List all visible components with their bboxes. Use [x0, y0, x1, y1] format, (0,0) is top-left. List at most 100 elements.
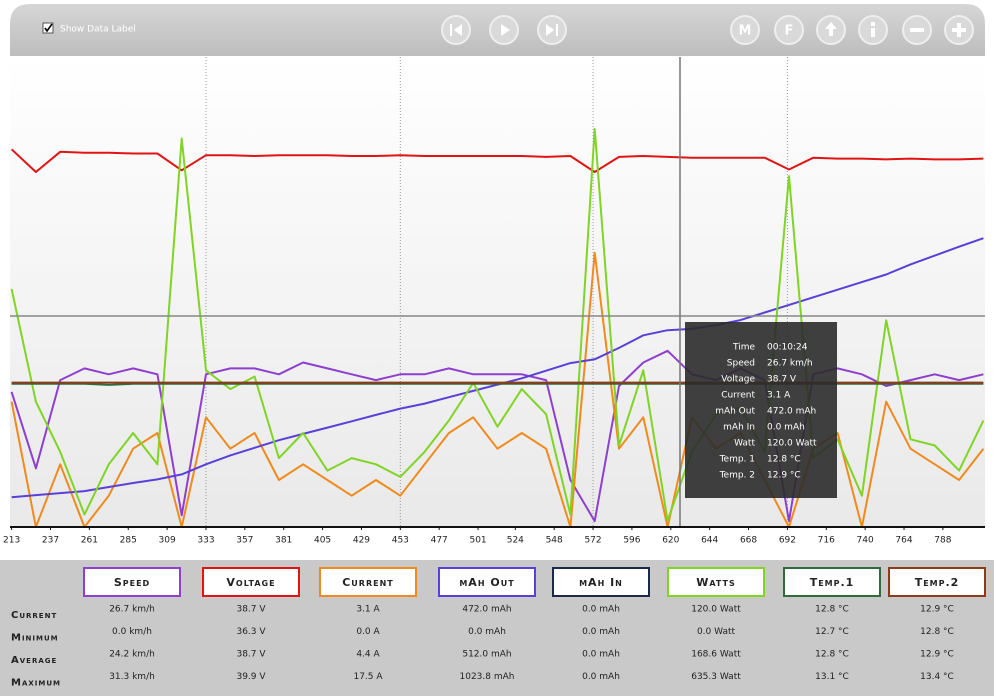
tooltip-value: 120.0 Watt	[767, 439, 817, 449]
icon	[952, 23, 966, 37]
stat-cell: 24.2 km/h	[109, 650, 155, 660]
legend-label: Voltage	[226, 576, 275, 589]
icon	[546, 24, 558, 36]
stat-cell: 0.0 km/h	[112, 627, 152, 637]
x-tick-label: 644	[701, 536, 718, 546]
legend-box[interactable]	[667, 567, 765, 597]
tooltip-value: 00:10:24	[767, 343, 808, 353]
legend-box[interactable]	[888, 567, 986, 597]
x-tick-label: 764	[895, 536, 912, 546]
stat-cell: 38.7 V	[236, 605, 266, 615]
icon	[501, 24, 510, 36]
stat-cell: 13.4 °C	[920, 672, 954, 682]
stat-cell: 12.8 °C	[815, 650, 849, 660]
stat-cell: 26.7 km/h	[109, 605, 155, 615]
x-tick-label: 668	[740, 536, 757, 546]
tooltip-value: 0.0 mAh	[767, 423, 805, 433]
stat-cell: 0.0 Watt	[697, 627, 736, 637]
stat-cell: 0.0 mAh	[582, 672, 620, 682]
tooltip	[685, 322, 837, 498]
series-line	[10, 148, 984, 173]
row-label: Average	[11, 655, 57, 666]
legend-box[interactable]	[552, 567, 650, 597]
row-label: Current	[11, 610, 57, 621]
button-icons	[450, 22, 966, 37]
m-button[interactable]	[730, 15, 760, 45]
stat-cell: 0.0 mAh	[582, 627, 620, 637]
legend-label: mAh In	[579, 576, 623, 589]
icon	[910, 28, 924, 32]
legend-box[interactable]	[783, 567, 881, 597]
legend-box[interactable]	[319, 567, 417, 597]
stat-cell: 12.7 °C	[815, 627, 849, 637]
tooltip-value: 3.1 A	[767, 391, 791, 401]
icon	[871, 22, 875, 37]
stat-cell: 17.5 A	[353, 672, 383, 682]
tooltip-label: Voltage	[721, 375, 755, 385]
x-tick-label: 596	[623, 536, 640, 546]
stat-cell: 4.4 A	[356, 650, 380, 660]
x-tick-label: 788	[934, 536, 951, 546]
tooltip-label: Speed	[727, 359, 755, 369]
legend-label: Watts	[696, 576, 736, 589]
icon	[450, 24, 462, 36]
x-tick-label: 309	[159, 536, 176, 546]
tooltip-label: mAh Out	[715, 407, 755, 417]
x-tick-label: 740	[857, 536, 874, 546]
tooltip-label: Time	[732, 343, 755, 353]
x-tick-label: 333	[197, 536, 214, 546]
x-tick-label: 716	[818, 536, 835, 546]
tooltip-label: Current	[721, 391, 755, 401]
x-tick-label: 285	[120, 536, 137, 546]
row-label: Maximum	[11, 678, 61, 689]
stat-cell: 12.8 °C	[815, 605, 849, 615]
stat-cell: 38.7 V	[236, 650, 266, 660]
stat-cell: 12.9 °C	[920, 605, 954, 615]
legend-label: Temp.1	[810, 576, 855, 589]
x-tick-label: 572	[584, 536, 601, 546]
stat-cell: 36.3 V	[236, 627, 266, 637]
legend-box[interactable]	[83, 567, 181, 597]
stat-cell: 39.9 V	[236, 672, 266, 682]
x-tick-label: 620	[662, 536, 679, 546]
tooltip-label: Watt	[734, 439, 755, 449]
stat-cell: 3.1 A	[356, 605, 380, 615]
checkbox-label: Show Data Label	[60, 25, 136, 35]
x-tick-label: 453	[392, 536, 409, 546]
x-tick-label: 524	[507, 536, 524, 546]
x-tick-label: 213	[3, 536, 20, 546]
stat-cell: 0.0 mAh	[468, 627, 506, 637]
buttons	[441, 15, 974, 45]
x-tick-label: 501	[469, 536, 486, 546]
stat-cell: 0.0 mAh	[582, 650, 620, 660]
tooltip-value: 38.7 V	[767, 375, 797, 385]
x-tick-label: 357	[236, 536, 253, 546]
x-tick-label: 692	[779, 536, 796, 546]
checkbox[interactable]	[42, 22, 54, 34]
tooltip-label: mAh In	[723, 423, 755, 433]
stat-cell: 12.8 °C	[920, 627, 954, 637]
button-label: F	[785, 24, 794, 39]
stat-cell: 168.6 Watt	[691, 650, 741, 660]
stat-cell: 0.0 mAh	[582, 605, 620, 615]
tooltip-value: 472.0 mAh	[767, 407, 816, 417]
f-button[interactable]	[774, 15, 804, 45]
x-tick-label: 548	[546, 536, 563, 546]
series-line	[11, 382, 984, 386]
stat-cell: 12.9 °C	[920, 650, 954, 660]
legend-box[interactable]	[438, 567, 536, 597]
x-tick-label: 405	[314, 536, 331, 546]
checkmark	[44, 23, 53, 33]
tooltip-label: Temp. 2	[719, 471, 755, 481]
legend-box[interactable]	[202, 567, 300, 597]
stat-cell: 1023.8 mAh	[460, 672, 515, 682]
stat-cell: 120.0 Watt	[691, 605, 741, 615]
tooltip-value: 26.7 km/h	[767, 359, 813, 369]
tooltip-value: 12.9 °C	[767, 471, 801, 481]
legend-label: mAh Out	[459, 576, 514, 589]
legend-label: Temp.2	[915, 576, 960, 589]
legend-label: Current	[342, 576, 394, 589]
x-tick-label: 381	[275, 536, 292, 546]
stat-cell: 13.1 °C	[815, 672, 849, 682]
x-tick-label: 261	[81, 536, 98, 546]
